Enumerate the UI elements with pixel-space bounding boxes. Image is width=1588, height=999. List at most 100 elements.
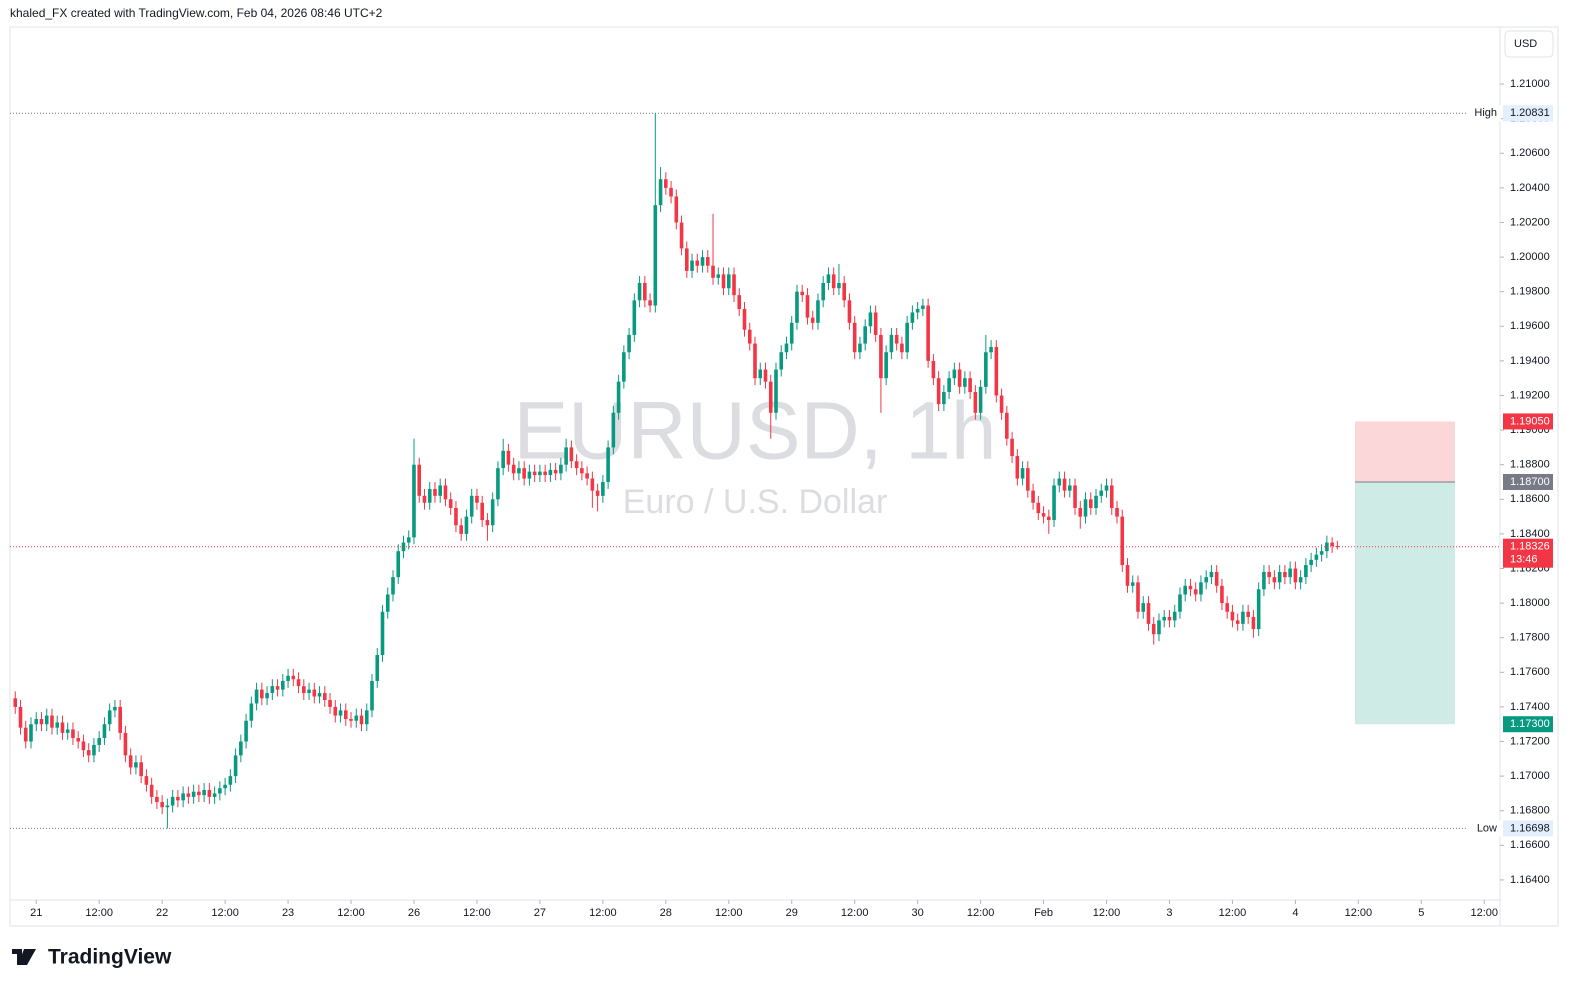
y-tick-label: 1.19600 — [1510, 320, 1550, 332]
candle-body — [149, 784, 154, 797]
candle-body — [60, 722, 65, 733]
candle-body — [936, 378, 941, 405]
candle-body — [643, 283, 647, 301]
candle-body — [464, 516, 469, 534]
candle-body — [795, 291, 799, 323]
y-tick-label: 1.20000 — [1510, 251, 1550, 263]
candle-body — [102, 724, 107, 739]
candle-body — [889, 334, 894, 353]
candle-body — [517, 468, 521, 474]
candle-body — [1335, 546, 1340, 548]
x-tick-label: 23 — [282, 907, 294, 919]
candle-body — [574, 461, 579, 469]
candle-body — [664, 179, 668, 188]
candle-body — [375, 655, 380, 681]
candle-body — [1167, 616, 1172, 621]
extreme-label-bg — [1468, 820, 1501, 837]
candle-body — [648, 300, 652, 306]
candle-body — [1241, 611, 1245, 624]
candle-body — [553, 469, 558, 474]
candle-body — [433, 488, 437, 496]
candle-body — [312, 689, 317, 697]
currency-button[interactable] — [1504, 30, 1554, 58]
candle-body — [29, 724, 33, 742]
candle-body — [81, 741, 86, 751]
candle-body — [438, 485, 443, 496]
candle-body — [569, 447, 574, 462]
candle-body — [1204, 577, 1208, 583]
candle-body — [679, 222, 684, 249]
x-tick-label: 21 — [30, 907, 42, 919]
candle-body — [726, 274, 731, 289]
candle-body — [669, 187, 673, 197]
candle-body — [779, 352, 784, 370]
candle-body — [595, 490, 600, 496]
candle-body — [732, 274, 736, 296]
candle-body — [302, 686, 306, 694]
candle-body — [1020, 468, 1025, 479]
candle-body — [522, 468, 526, 479]
candle-body — [485, 520, 490, 526]
candle-body — [842, 283, 846, 301]
candle-body — [44, 715, 49, 725]
candle-body — [370, 680, 374, 711]
candle-body — [97, 738, 101, 745]
candle-body — [1319, 551, 1324, 555]
candle-body — [527, 471, 532, 479]
candle-body — [380, 611, 385, 656]
candle-body — [123, 732, 128, 756]
candle-body — [684, 248, 689, 271]
candle-body — [868, 312, 873, 327]
candle-body — [1130, 582, 1135, 586]
candle-body — [1235, 620, 1240, 624]
candle-body — [1178, 594, 1182, 612]
candle-body — [1062, 478, 1067, 491]
candle-body — [417, 464, 422, 496]
candle-body — [1283, 571, 1287, 578]
candle-body — [742, 308, 747, 330]
candle-body — [1010, 438, 1014, 457]
y-tick-label: 1.17600 — [1510, 666, 1550, 678]
candle-body — [1330, 542, 1334, 547]
candle-body — [1304, 565, 1308, 578]
logo-text: TradingView — [48, 946, 172, 969]
candle-body — [490, 499, 495, 526]
logo: TradingView — [12, 946, 172, 969]
candle-body — [789, 322, 794, 344]
candle-body — [653, 205, 658, 306]
candle-body — [1172, 611, 1177, 621]
candle-body — [254, 689, 259, 704]
candle-body — [317, 693, 322, 697]
y-tick-label: 1.18000 — [1510, 597, 1550, 609]
candle-body — [1293, 568, 1298, 583]
candle-body — [1078, 507, 1083, 517]
candle-body — [884, 352, 888, 379]
candles — [13, 113, 1340, 829]
candle-body — [71, 729, 75, 739]
candle-body — [202, 789, 206, 796]
currency-label[interactable]: USD — [1514, 38, 1537, 50]
extreme-value-bg — [1503, 820, 1553, 837]
candle-body — [1125, 565, 1130, 586]
candle-body — [700, 257, 705, 266]
candle-body — [826, 274, 831, 284]
candle-body — [160, 802, 164, 808]
candle-body — [837, 283, 841, 289]
y-tick-label: 1.17200 — [1510, 735, 1550, 747]
y-tick-label: 1.17800 — [1510, 632, 1550, 644]
candle-body — [443, 485, 448, 500]
candle-body — [585, 473, 589, 479]
candle-body — [139, 762, 143, 777]
candle-body — [218, 788, 222, 794]
candle-body — [1052, 485, 1056, 521]
x-tick-label: 12:00 — [211, 907, 239, 919]
candle-body — [454, 507, 458, 526]
x-tick-label: 12:00 — [1219, 907, 1247, 919]
candle-body — [721, 274, 726, 289]
candle-body — [747, 329, 752, 344]
candle-body — [989, 347, 993, 353]
candle-body — [994, 347, 999, 396]
candle-body — [34, 719, 39, 725]
candle-body — [543, 471, 547, 476]
candle-body — [459, 525, 463, 534]
